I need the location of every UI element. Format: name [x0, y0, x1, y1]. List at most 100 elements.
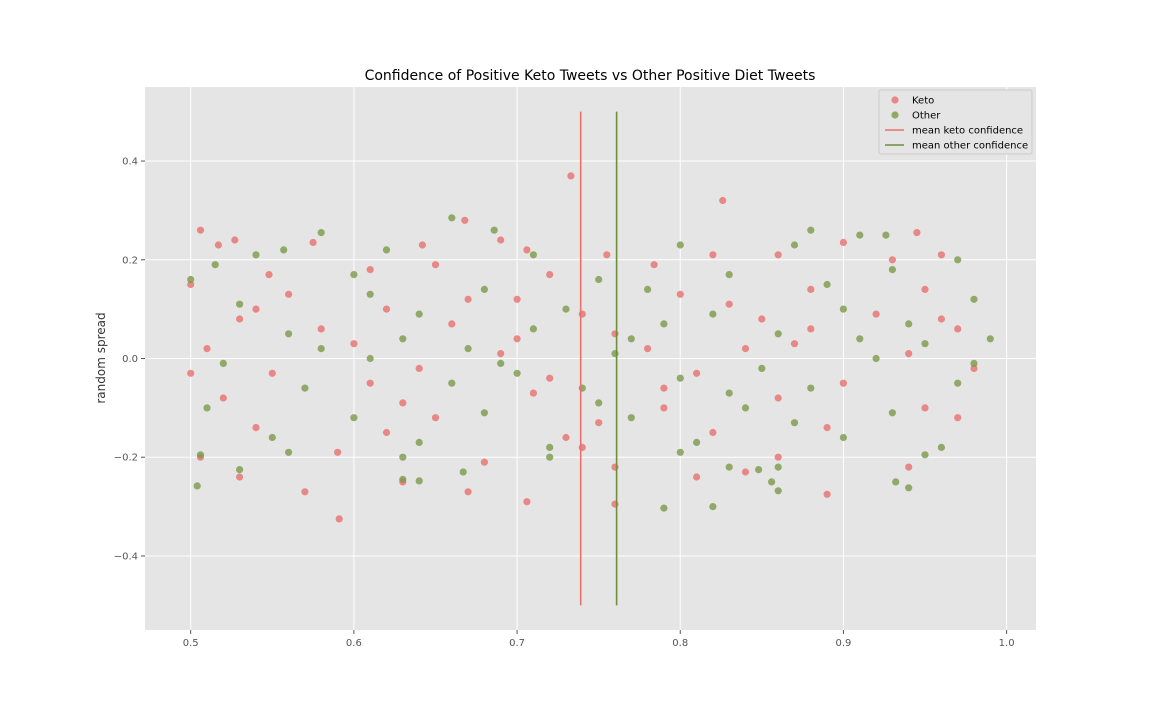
- other-point: [660, 320, 668, 328]
- keto-point: [725, 300, 733, 308]
- keto-point: [252, 305, 260, 313]
- other-point: [807, 384, 815, 392]
- other-point: [905, 320, 913, 328]
- other-point: [921, 340, 929, 348]
- other-point: [480, 409, 488, 417]
- other-point: [921, 451, 929, 459]
- y-tick-label: −0.4: [114, 551, 138, 562]
- keto-point: [937, 315, 946, 323]
- other-point: [280, 246, 288, 254]
- other-point: [709, 503, 717, 511]
- other-point: [366, 290, 374, 298]
- other-point: [529, 325, 538, 333]
- keto-point: [497, 350, 505, 358]
- legend-other-marker: [891, 111, 899, 119]
- legend-box: [878, 89, 1033, 155]
- keto-point: [382, 305, 391, 313]
- keto-point: [872, 310, 880, 318]
- other-point: [285, 330, 293, 338]
- x-tick-label: 0.5: [183, 638, 199, 649]
- keto-point: [741, 345, 750, 353]
- x-axis: 0.5 0.6 0.7 0.8 0.9 1.0: [183, 630, 1015, 649]
- keto-point: [611, 330, 619, 338]
- other-point: [193, 482, 201, 490]
- x-tick-label: 0.7: [509, 638, 525, 649]
- other-point: [415, 477, 423, 485]
- other-point: [415, 438, 423, 446]
- legend-keto-label: Keto: [912, 96, 934, 107]
- keto-point: [650, 261, 658, 269]
- other-point: [219, 359, 227, 367]
- keto-point: [660, 384, 668, 392]
- other-point: [888, 266, 897, 274]
- other-point: [856, 335, 864, 343]
- keto-point: [839, 238, 848, 247]
- keto-point: [461, 216, 469, 224]
- grid-lines: [145, 87, 1036, 630]
- keto-point: [265, 271, 273, 279]
- other-point: [725, 463, 733, 471]
- keto-point: [187, 280, 195, 289]
- other-point: [415, 310, 423, 318]
- other-point: [676, 241, 684, 249]
- keto-point: [774, 251, 782, 259]
- other-point: [660, 504, 668, 512]
- keto-point: [888, 256, 897, 264]
- keto-point: [921, 285, 929, 293]
- other-point: [970, 359, 978, 367]
- y-tick-label: 0.2: [122, 255, 138, 266]
- keto-point: [676, 290, 684, 298]
- other-point: [497, 359, 505, 367]
- keto-point: [823, 424, 831, 432]
- keto-point: [309, 238, 317, 247]
- other-point: [187, 275, 195, 284]
- keto-point: [660, 404, 668, 412]
- other-point: [774, 487, 782, 495]
- other-point: [611, 350, 619, 358]
- keto-point: [382, 428, 391, 437]
- other-point: [627, 335, 635, 343]
- keto-point: [513, 335, 521, 343]
- keto-point: [921, 404, 929, 412]
- other-point: [905, 484, 913, 492]
- other-point: [595, 399, 603, 407]
- keto-point: [937, 251, 946, 259]
- other-point: [774, 463, 782, 471]
- keto-point: [823, 490, 831, 498]
- other-point: [562, 305, 570, 313]
- keto-point: [285, 290, 293, 298]
- other-point: [882, 231, 890, 239]
- keto-point: [214, 241, 222, 249]
- keto-point: [693, 473, 701, 481]
- other-point: [399, 453, 407, 461]
- other-point: [768, 478, 776, 486]
- keto-point: [335, 515, 343, 523]
- keto-point: [236, 315, 244, 323]
- keto-point: [970, 364, 978, 372]
- other-point: [236, 466, 244, 474]
- keto-point: [546, 374, 554, 382]
- keto-point: [719, 196, 727, 205]
- keto-point: [758, 315, 766, 323]
- keto-point: [611, 500, 619, 508]
- keto-point: [644, 345, 652, 353]
- other-point: [546, 453, 554, 461]
- other-point: [448, 214, 456, 222]
- other-point: [888, 409, 897, 417]
- other-point: [839, 305, 848, 313]
- keto-point: [954, 325, 962, 333]
- other-point: [382, 246, 391, 254]
- other-point: [595, 275, 603, 284]
- other-point: [285, 448, 293, 456]
- keto-point: [839, 379, 848, 387]
- keto-point: [546, 271, 554, 279]
- y-tick-label: 0.0: [122, 354, 138, 365]
- keto-point: [807, 285, 815, 293]
- keto-point: [595, 419, 603, 427]
- keto-point: [523, 498, 531, 506]
- other-point: [807, 226, 815, 234]
- keto-point: [954, 414, 962, 422]
- y-axis: 0.4 0.2 0.0 −0.2 −0.4: [114, 157, 145, 562]
- other-point: [839, 433, 848, 442]
